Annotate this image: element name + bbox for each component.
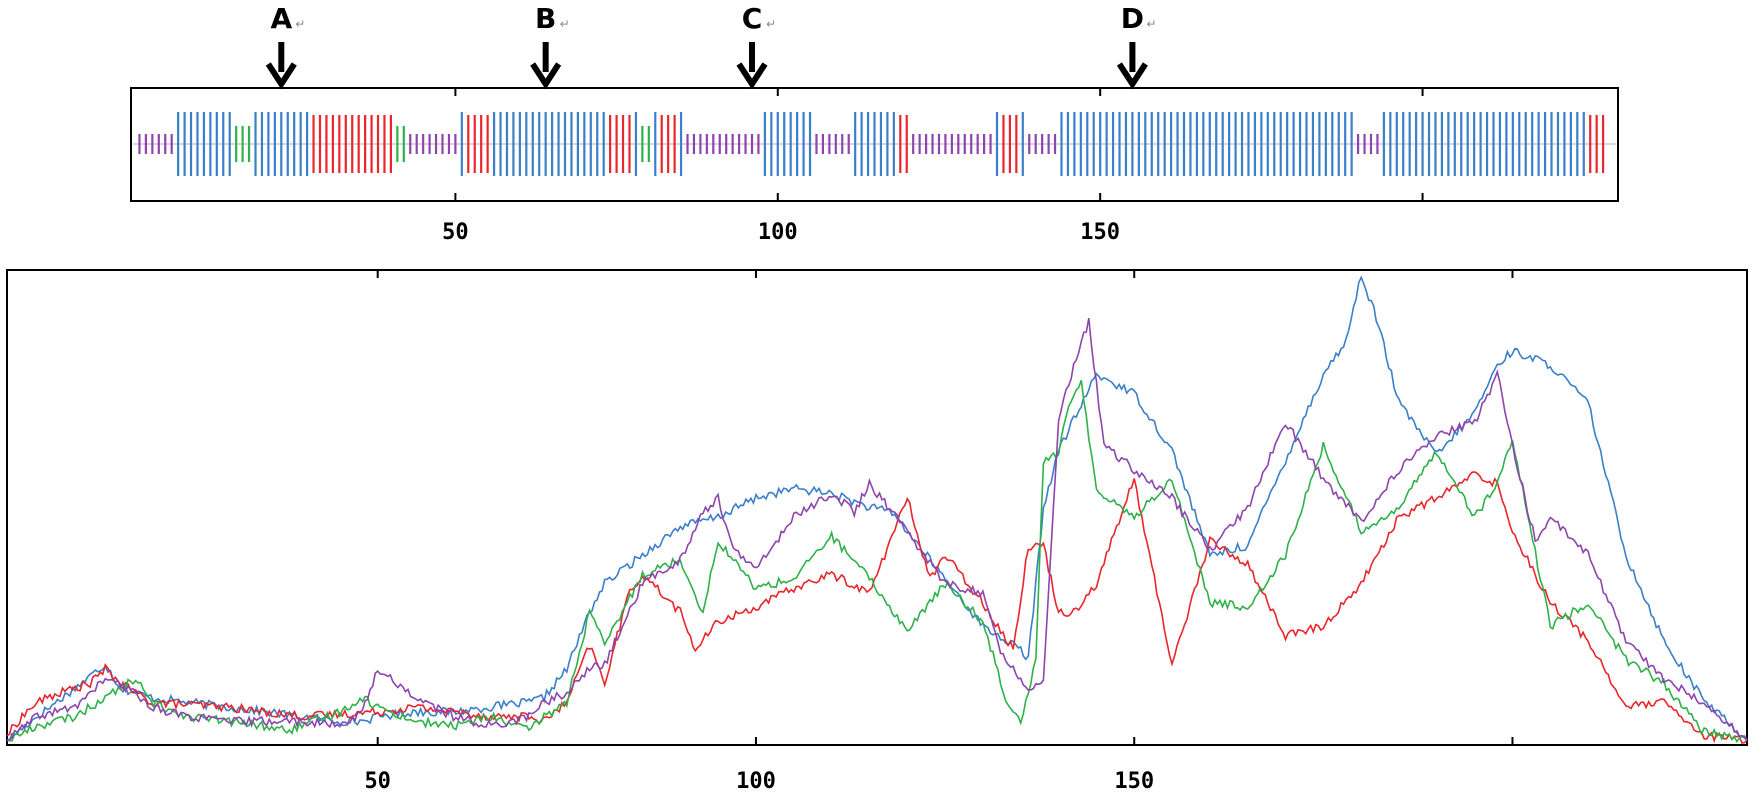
line-chart-tick-labels: 50 100 150 (364, 769, 1154, 793)
marker-A: A ↵ (265, 2, 305, 90)
segment-purple (138, 134, 173, 154)
sequence-track-tick-label: 100 (758, 220, 798, 245)
marker-label: C (742, 2, 763, 35)
marker-label: B (535, 2, 556, 35)
segment-blue (854, 112, 895, 176)
marker-label: A (270, 2, 292, 35)
segment-red (1002, 115, 1018, 173)
line-chart-series (6, 275, 1748, 744)
position-markers: A ↵ B ↵ C ↵ D ↵ (265, 2, 1156, 90)
segment-red (899, 115, 908, 173)
series-line-green (6, 380, 1748, 743)
marker-D: D ↵ (1116, 2, 1156, 90)
segment-purple (1356, 134, 1379, 154)
segment-purple (815, 134, 850, 154)
sequence-track-tick-label: 50 (442, 220, 469, 245)
segment-red (660, 115, 676, 173)
segment-purple (1028, 134, 1057, 154)
segment-purple (912, 134, 992, 154)
sequence-track-tick-labels: 50 100 150 (442, 220, 1120, 245)
line-chart-tick-label: 50 (364, 769, 391, 793)
line-chart-panel: 50 100 150 (6, 269, 1748, 793)
series-line-purple (6, 317, 1748, 742)
sequence-track-segments (138, 112, 1605, 176)
segment-green (396, 126, 405, 162)
segment-purple (686, 134, 760, 154)
line-chart-tick-label: 100 (736, 769, 776, 793)
sequence-track-panel: 50 100 150 A ↵ B ↵ C ↵ D ↵ (130, 2, 1619, 245)
return-glyph: ↵ (560, 17, 570, 31)
return-glyph: ↵ (295, 17, 305, 31)
segment-green (235, 126, 251, 162)
marker-C: C ↵ (736, 2, 776, 90)
segment-blue (177, 112, 231, 176)
segment-blue (492, 112, 605, 176)
sequence-track-ticks (454, 88, 1424, 201)
return-glyph: ↵ (766, 17, 776, 31)
segment-blue (763, 112, 812, 176)
line-chart-tick-label: 150 (1114, 769, 1154, 793)
segment-purple (409, 134, 457, 154)
segment-red (1589, 115, 1605, 173)
marker-B: B ↵ (530, 2, 570, 90)
segment-blue (1382, 112, 1585, 176)
segment-green (641, 126, 650, 162)
segment-red (312, 115, 393, 173)
marker-arrow-head (736, 62, 768, 90)
segment-blue (254, 112, 309, 176)
return-glyph: ↵ (1146, 17, 1156, 31)
segment-red (609, 115, 631, 173)
marker-arrow-head (265, 62, 297, 90)
marker-label: D (1121, 2, 1144, 35)
segment-red (467, 115, 489, 173)
marker-arrow-head (530, 62, 562, 90)
segment-blue (1060, 112, 1353, 176)
line-chart-ticks (376, 270, 1514, 745)
sequence-track-tick-label: 150 (1080, 220, 1120, 245)
marker-arrow-head (1116, 62, 1148, 90)
